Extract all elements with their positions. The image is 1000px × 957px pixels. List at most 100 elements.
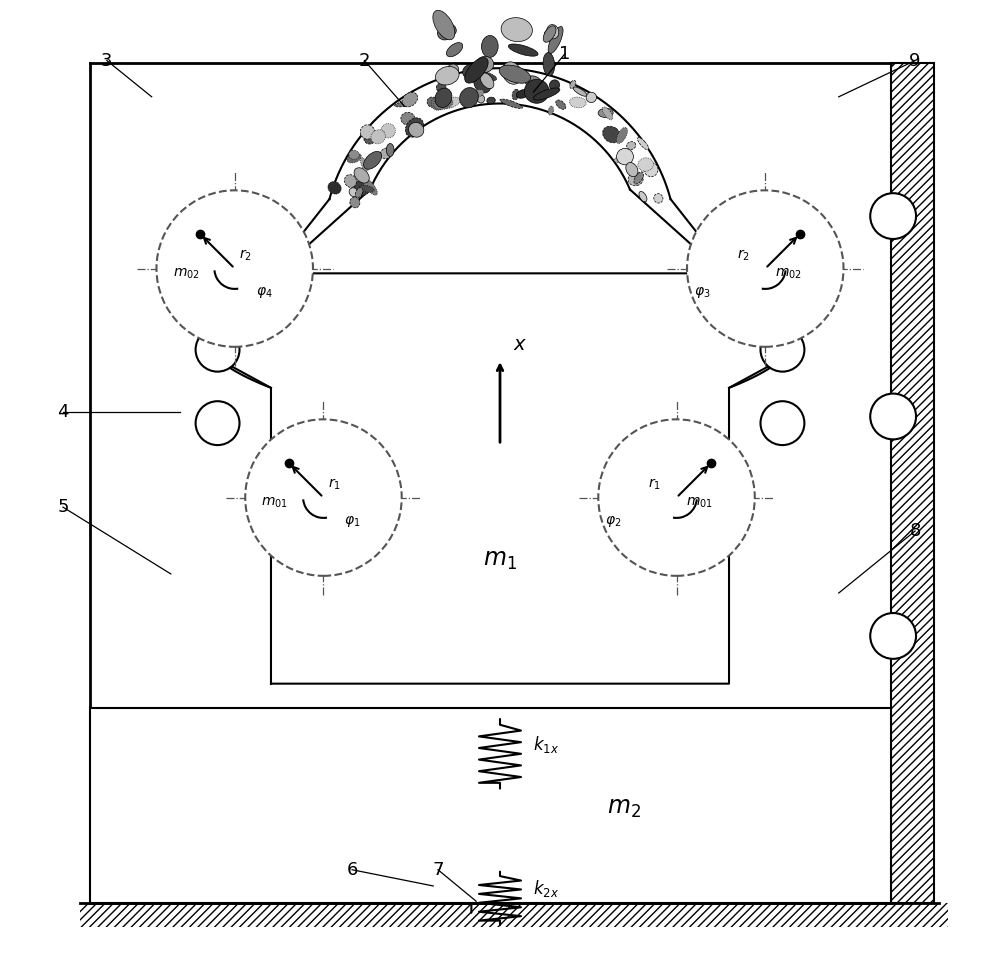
Ellipse shape (639, 191, 647, 202)
Circle shape (870, 613, 916, 658)
Ellipse shape (524, 79, 549, 103)
Ellipse shape (548, 106, 554, 115)
Text: 2: 2 (359, 52, 370, 70)
Ellipse shape (474, 73, 491, 93)
Circle shape (598, 419, 755, 576)
Ellipse shape (427, 97, 438, 107)
Text: 5: 5 (57, 499, 69, 516)
Ellipse shape (436, 83, 446, 92)
Text: $r_2$: $r_2$ (737, 248, 750, 263)
Ellipse shape (433, 98, 453, 109)
Text: 7: 7 (432, 860, 444, 879)
Ellipse shape (487, 98, 495, 103)
Ellipse shape (570, 80, 576, 89)
Ellipse shape (362, 178, 377, 195)
Ellipse shape (371, 130, 385, 144)
Ellipse shape (544, 30, 556, 41)
Ellipse shape (617, 148, 633, 165)
Ellipse shape (627, 142, 636, 149)
Ellipse shape (501, 17, 532, 41)
Text: $k_{1x}$: $k_{1x}$ (533, 734, 559, 755)
Text: $k_{2x}$: $k_{2x}$ (533, 879, 559, 900)
Ellipse shape (364, 151, 382, 169)
Ellipse shape (543, 53, 555, 76)
Ellipse shape (602, 107, 613, 120)
Ellipse shape (616, 127, 628, 144)
Text: 8: 8 (909, 522, 921, 540)
Circle shape (870, 393, 916, 439)
Text: $\varphi_3$: $\varphi_3$ (694, 285, 710, 300)
Ellipse shape (508, 44, 538, 56)
Circle shape (196, 401, 239, 445)
Text: 1: 1 (559, 45, 571, 63)
Ellipse shape (500, 99, 522, 108)
Text: $m_{01}$: $m_{01}$ (261, 495, 288, 510)
Ellipse shape (547, 25, 559, 39)
Ellipse shape (347, 153, 361, 163)
Ellipse shape (634, 172, 644, 184)
Ellipse shape (361, 158, 368, 171)
Text: $m_2$: $m_2$ (607, 795, 641, 820)
Ellipse shape (431, 97, 445, 110)
Text: $\varphi_4$: $\varphi_4$ (256, 285, 272, 300)
Circle shape (245, 419, 402, 576)
Text: $x$: $x$ (513, 335, 528, 354)
Ellipse shape (512, 89, 519, 100)
Ellipse shape (405, 118, 424, 137)
Ellipse shape (556, 100, 566, 109)
Text: $m_{02}$: $m_{02}$ (775, 266, 802, 280)
Text: $r_1$: $r_1$ (648, 477, 661, 493)
Text: 4: 4 (57, 403, 69, 421)
Ellipse shape (465, 57, 488, 83)
Ellipse shape (644, 163, 658, 177)
Polygon shape (219, 274, 781, 683)
Ellipse shape (549, 79, 560, 91)
Ellipse shape (344, 174, 356, 188)
Ellipse shape (328, 182, 341, 194)
Ellipse shape (440, 23, 456, 36)
Bar (90, 707, 891, 903)
Ellipse shape (598, 108, 613, 118)
Ellipse shape (474, 71, 497, 81)
Ellipse shape (360, 124, 375, 139)
Ellipse shape (543, 26, 556, 42)
Ellipse shape (410, 121, 420, 130)
Ellipse shape (402, 92, 418, 107)
Ellipse shape (433, 11, 455, 40)
Ellipse shape (386, 144, 394, 157)
Ellipse shape (477, 95, 485, 103)
Ellipse shape (548, 27, 563, 54)
Ellipse shape (349, 150, 359, 159)
Text: $m_{02}$: $m_{02}$ (173, 266, 200, 280)
Ellipse shape (409, 122, 424, 137)
Ellipse shape (395, 101, 414, 107)
Circle shape (761, 327, 804, 371)
Ellipse shape (637, 138, 649, 150)
Ellipse shape (440, 97, 460, 108)
Ellipse shape (350, 197, 360, 208)
Ellipse shape (401, 112, 415, 125)
Ellipse shape (499, 65, 531, 83)
Text: $m_{01}$: $m_{01}$ (686, 495, 713, 510)
Ellipse shape (359, 186, 374, 192)
Text: $r_1$: $r_1$ (328, 477, 341, 493)
Circle shape (687, 190, 844, 346)
Bar (891, 63, 934, 903)
Ellipse shape (446, 42, 463, 56)
Ellipse shape (654, 193, 663, 203)
Circle shape (156, 190, 313, 346)
Ellipse shape (603, 126, 621, 143)
Ellipse shape (533, 88, 560, 100)
Ellipse shape (480, 73, 494, 89)
Ellipse shape (481, 35, 498, 57)
Ellipse shape (638, 158, 653, 171)
Ellipse shape (447, 64, 459, 76)
Text: $r_2$: $r_2$ (239, 248, 252, 263)
Text: 9: 9 (909, 52, 921, 70)
Circle shape (196, 327, 239, 371)
Circle shape (870, 193, 916, 239)
Ellipse shape (614, 156, 631, 163)
Ellipse shape (463, 64, 480, 79)
Ellipse shape (437, 28, 452, 40)
Ellipse shape (626, 163, 638, 177)
